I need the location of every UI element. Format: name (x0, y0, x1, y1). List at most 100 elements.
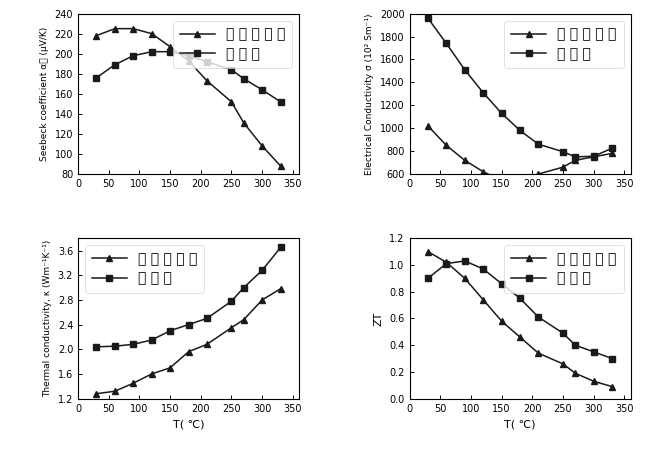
制 冷 材 料 样 (185, 349, 192, 354)
Line: 实 例 样: 实 例 样 (425, 15, 615, 160)
制 冷 材 料 样 (559, 361, 567, 366)
实 例 样 (608, 145, 616, 151)
实 例 样 (516, 296, 524, 301)
制 冷 材 料 样 (479, 169, 487, 174)
实 例 样 (590, 154, 597, 159)
实 例 样 (227, 67, 235, 72)
Legend: 制 冷 材 料 样, 实 例 样: 制 冷 材 料 样, 实 例 样 (504, 20, 623, 68)
实 例 样 (129, 342, 137, 347)
Line: 制 冷 材 料 样: 制 冷 材 料 样 (425, 248, 615, 390)
Legend: 制 冷 材 料 样, 实 例 样: 制 冷 材 料 样, 实 例 样 (504, 245, 623, 293)
Y-axis label: Seebeck coefficient α， (μV/K): Seebeck coefficient α， (μV/K) (40, 27, 49, 161)
实 例 样 (443, 261, 450, 266)
Legend: 制 冷 材 料 样, 实 例 样: 制 冷 材 料 样, 实 例 样 (85, 245, 204, 293)
实 例 样 (516, 128, 524, 133)
实 例 样 (277, 245, 285, 250)
Line: 实 例 样: 实 例 样 (94, 244, 283, 350)
实 例 样 (185, 53, 192, 58)
Line: 实 例 样: 实 例 样 (94, 48, 283, 105)
制 冷 材 料 样 (479, 297, 487, 303)
制 冷 材 料 样 (111, 389, 119, 394)
制 冷 材 料 样 (516, 176, 524, 181)
实 例 样 (461, 258, 469, 264)
制 冷 材 料 样 (608, 151, 616, 156)
制 冷 材 料 样 (277, 163, 285, 169)
制 冷 材 料 样 (227, 99, 235, 105)
制 冷 材 料 样 (571, 158, 579, 163)
实 例 样 (479, 266, 487, 272)
制 冷 材 料 样 (534, 171, 542, 177)
实 例 样 (92, 344, 100, 350)
制 冷 材 料 样 (129, 381, 137, 386)
Line: 制 冷 材 料 样: 制 冷 材 料 样 (425, 123, 615, 183)
Line: 制 冷 材 料 样: 制 冷 材 料 样 (94, 25, 283, 169)
制 冷 材 料 样 (240, 120, 248, 125)
实 例 样 (424, 275, 432, 281)
制 冷 材 料 样 (443, 143, 450, 148)
实 例 样 (498, 281, 506, 286)
实 例 样 (166, 49, 174, 54)
实 例 样 (203, 59, 211, 64)
Line: 实 例 样: 实 例 样 (425, 258, 615, 361)
实 例 样 (534, 141, 542, 147)
制 冷 材 料 样 (516, 334, 524, 340)
实 例 样 (461, 67, 469, 72)
Legend: 制 冷 材 料 样, 实 例 样: 制 冷 材 料 样, 实 例 样 (173, 20, 292, 68)
Y-axis label: ZT: ZT (374, 311, 383, 326)
制 冷 材 料 样 (443, 260, 450, 265)
制 冷 材 料 样 (240, 317, 248, 323)
实 例 样 (534, 314, 542, 320)
实 例 样 (148, 337, 155, 343)
制 冷 材 料 样 (277, 286, 285, 292)
制 冷 材 料 样 (424, 249, 432, 254)
实 例 样 (92, 75, 100, 81)
制 冷 材 料 样 (258, 297, 266, 303)
实 例 样 (203, 316, 211, 321)
实 例 样 (240, 285, 248, 290)
实 例 样 (277, 99, 285, 105)
实 例 样 (111, 62, 119, 67)
制 冷 材 料 样 (590, 379, 597, 384)
制 冷 材 料 样 (571, 371, 579, 376)
实 例 样 (240, 76, 248, 82)
制 冷 材 料 样 (258, 143, 266, 149)
制 冷 材 料 样 (92, 33, 100, 39)
实 例 样 (590, 349, 597, 355)
实 例 样 (443, 41, 450, 46)
制 冷 材 料 样 (185, 58, 192, 63)
实 例 样 (227, 299, 235, 304)
制 冷 材 料 样 (559, 164, 567, 170)
实 例 样 (129, 53, 137, 58)
制 冷 材 料 样 (148, 31, 155, 36)
制 冷 材 料 样 (534, 351, 542, 356)
实 例 样 (148, 49, 155, 54)
实 例 样 (608, 356, 616, 361)
X-axis label: T( ℃): T( ℃) (173, 419, 204, 429)
Y-axis label: Electrical Conductivity σ (10² Sm⁻¹): Electrical Conductivity σ (10² Sm⁻¹) (365, 13, 374, 174)
制 冷 材 料 样 (590, 154, 597, 159)
Y-axis label: Thermal conductivity, κ (Wm⁻¹K⁻¹): Thermal conductivity, κ (Wm⁻¹K⁻¹) (43, 240, 52, 397)
制 冷 材 料 样 (461, 158, 469, 163)
制 冷 材 料 样 (498, 178, 506, 183)
实 例 样 (258, 268, 266, 273)
实 例 样 (498, 111, 506, 116)
实 例 样 (559, 330, 567, 336)
实 例 样 (185, 322, 192, 328)
实 例 样 (571, 342, 579, 348)
Line: 制 冷 材 料 样: 制 冷 材 料 样 (94, 286, 283, 397)
制 冷 材 料 样 (227, 325, 235, 330)
制 冷 材 料 样 (203, 78, 211, 83)
X-axis label: T( ℃): T( ℃) (504, 419, 536, 429)
实 例 样 (258, 87, 266, 92)
制 冷 材 料 样 (461, 275, 469, 281)
制 冷 材 料 样 (166, 44, 174, 49)
实 例 样 (166, 328, 174, 333)
制 冷 材 料 样 (166, 365, 174, 371)
实 例 样 (479, 90, 487, 96)
制 冷 材 料 样 (203, 342, 211, 347)
制 冷 材 料 样 (424, 123, 432, 129)
制 冷 材 料 样 (498, 318, 506, 324)
实 例 样 (111, 343, 119, 349)
制 冷 材 料 样 (92, 391, 100, 396)
实 例 样 (424, 15, 432, 21)
